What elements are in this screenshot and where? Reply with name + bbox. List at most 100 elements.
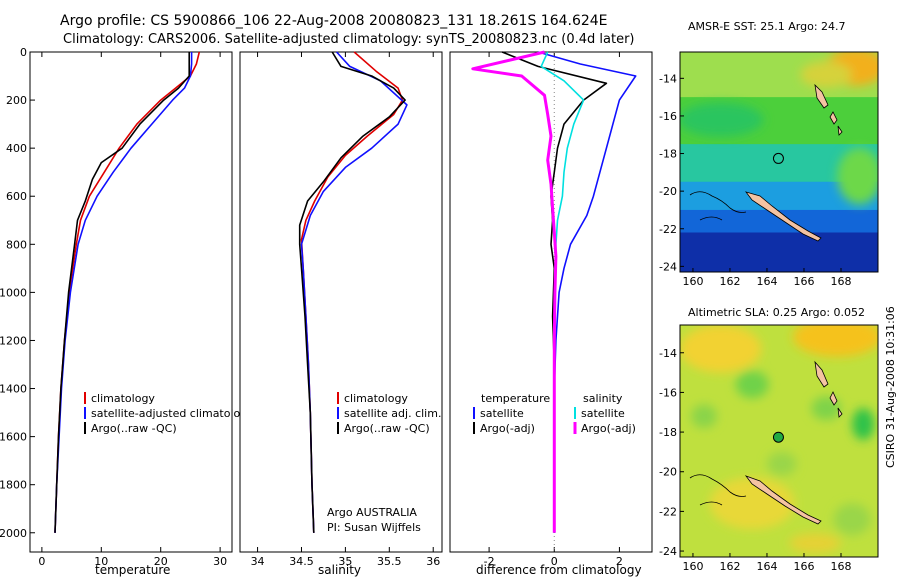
sst-map-lon-axis: 160 162 164 166 168 — [682, 268, 851, 288]
lon-tick-label: 160 — [682, 560, 703, 573]
lon-tick-label: 166 — [793, 560, 814, 573]
lat-tick-label: -20 — [659, 185, 677, 198]
field-patch — [837, 147, 878, 205]
x-tick-label: 35.5 — [377, 555, 402, 568]
figure-subtitle: Climatology: CARS2006. Satellite-adjuste… — [63, 32, 635, 47]
temperature-x-axis: 0 10 20 30 — [38, 52, 227, 568]
lat-tick-label: -18 — [659, 426, 677, 439]
x-tick-label: -2 — [484, 555, 495, 568]
difference-x-axis: -2 0 2 — [484, 52, 623, 568]
series-line — [471, 50, 558, 533]
sst-field-patches — [680, 52, 878, 205]
salinity-legend: climatology satellite adj. clim. Argo(..… — [337, 392, 441, 435]
lat-tick-label: -18 — [659, 148, 677, 161]
temperature-plot-frame — [29, 51, 233, 553]
difference-lines — [471, 50, 637, 533]
sst-map-panel: AMSR-E SST: 25.1 Argo: 24.7 160 162 164 166… — [659, 20, 879, 288]
new-caledonia-island — [744, 191, 822, 242]
lat-tick-label: -14 — [659, 72, 677, 85]
series-line — [54, 52, 190, 533]
series-line — [298, 51, 406, 533]
sst-band — [680, 209, 878, 234]
temperature-panel: 0 200 400 600 800 1000 1200 1400 1600 1800 2000 0 1… — [0, 46, 254, 577]
x-tick-label: 0 — [38, 555, 45, 568]
x-tick-label: 20 — [154, 555, 168, 568]
y-tick-label: 1400 — [0, 383, 27, 396]
x-tick-label: 2 — [616, 555, 623, 568]
vanuatu-islands — [814, 360, 843, 418]
lon-tick-label: 168 — [830, 560, 851, 573]
new-caledonia-island — [744, 475, 822, 525]
lat-tick-label: -14 — [659, 347, 677, 360]
argo-position-marker — [772, 152, 784, 164]
salinity-x-axis: 34 34.5 35 35.5 36 — [251, 52, 440, 568]
credit-stamp: CSIRO 31-Aug-2008 10:31:06 — [884, 306, 897, 468]
y-tick-label: 2000 — [0, 527, 27, 540]
sla-map-title: Altimetric SLA: 0.25 Argo: 0.052 — [688, 306, 865, 319]
field-patch — [735, 370, 769, 399]
argo-position-marker — [772, 431, 784, 443]
lon-tick-label: 164 — [756, 275, 777, 288]
figure-title: Argo profile: CS 5900866_106 22-Aug-2008… — [60, 13, 608, 29]
lat-tick-label: -24 — [659, 545, 677, 558]
field-patch — [800, 61, 853, 88]
annotation-pi: PI: Susan Wijffels — [327, 521, 421, 534]
lat-tick-label: -16 — [659, 386, 677, 399]
field-patch — [680, 102, 764, 137]
field-patch — [833, 503, 871, 536]
sla-map-lon-axis: 160 162 164 166 168 — [682, 553, 851, 573]
legend-temperature-title: temperature — [481, 392, 550, 405]
depth-axis: 0 200 400 600 800 1000 1200 1400 1600 1800 2000 — [0, 46, 35, 540]
lon-tick-label: 164 — [756, 560, 777, 573]
reef-outline — [689, 474, 747, 506]
lat-tick-label: -22 — [659, 223, 677, 236]
y-tick-label: 400 — [6, 142, 27, 155]
salinity-xlabel: salinity — [318, 563, 361, 577]
sla-map-frame — [679, 324, 879, 558]
field-patch — [852, 408, 875, 441]
y-tick-label: 1600 — [0, 431, 27, 444]
y-tick-label: 800 — [6, 238, 27, 251]
legend-climatology: climatology — [344, 392, 408, 405]
salinity-plot-frame — [239, 51, 443, 553]
x-tick-label: 34.5 — [289, 555, 314, 568]
lat-tick-label: -22 — [659, 505, 677, 518]
y-tick-label: 1800 — [0, 479, 27, 492]
lat-tick-label: -16 — [659, 110, 677, 123]
field-patch — [691, 404, 718, 429]
field-patch — [789, 533, 841, 554]
sla-field-patches — [680, 325, 878, 554]
sla-map-lat-axis: -14 -16 -18 -20 -22 -24 — [659, 347, 684, 558]
sst-band — [680, 232, 878, 272]
series-line — [537, 51, 637, 533]
x-tick-label: 10 — [94, 555, 108, 568]
temperature-xlabel: temperature — [95, 563, 170, 577]
difference-legend: temperature salinity satellite Argo(-adj… — [473, 392, 636, 435]
x-tick-label: 0 — [551, 555, 558, 568]
field-patch — [766, 451, 797, 476]
series-line — [501, 51, 608, 533]
salinity-panel: 34 34.5 35 35.5 36 salinity climatology sate… — [239, 51, 443, 577]
legend-salinity-title: salinity — [583, 392, 623, 405]
lon-tick-label: 162 — [719, 275, 740, 288]
difference-panel: -2 0 2 difference from climatology tempera… — [449, 50, 653, 577]
legend-climatology: climatology — [91, 392, 155, 405]
y-tick-label: 200 — [6, 94, 27, 107]
field-patch — [709, 477, 795, 530]
x-tick-label: 30 — [213, 555, 227, 568]
vanuatu-islands — [814, 83, 843, 136]
x-tick-label: 34 — [251, 555, 265, 568]
field-patch — [680, 325, 762, 373]
annotation-argo-australia: Argo AUSTRALIA — [327, 506, 417, 519]
x-tick-label: 35 — [338, 555, 352, 568]
reef-outline — [689, 191, 747, 221]
sst-map-frame — [679, 51, 879, 273]
y-tick-label: 0 — [20, 46, 27, 59]
temperature-legend: climatology satellite-adjusted climatolo… — [84, 392, 254, 435]
lon-tick-label: 166 — [793, 275, 814, 288]
y-tick-label: 1000 — [0, 286, 27, 299]
lon-tick-label: 160 — [682, 275, 703, 288]
y-tick-label: 600 — [6, 190, 27, 203]
coastlines — [689, 360, 843, 525]
